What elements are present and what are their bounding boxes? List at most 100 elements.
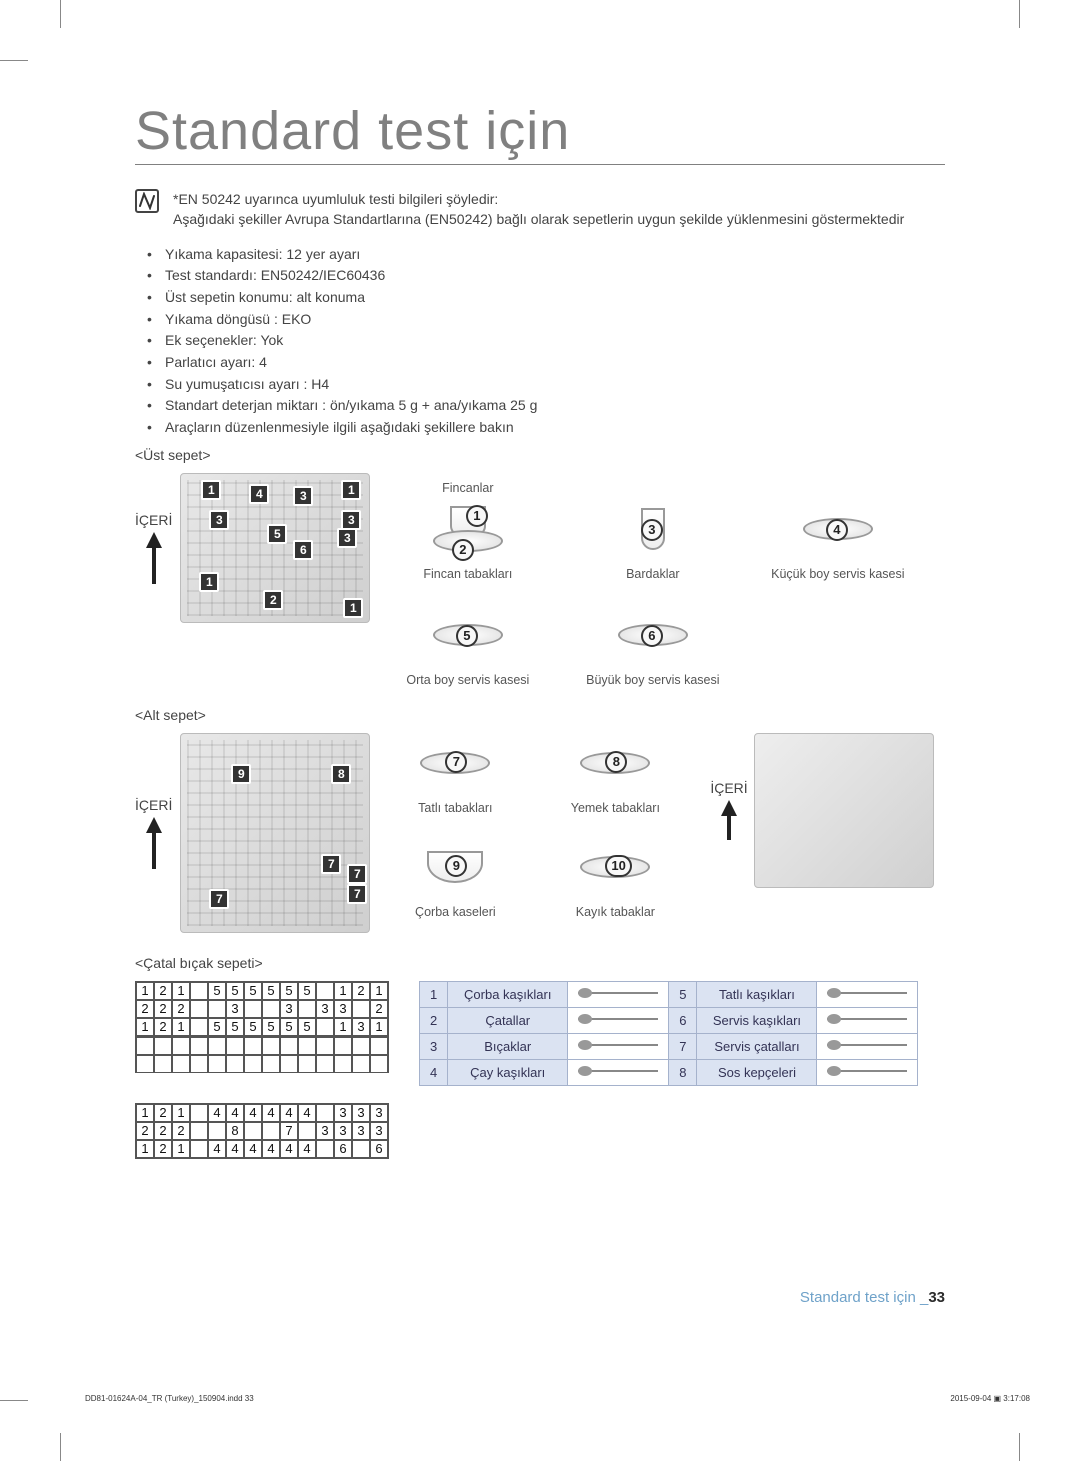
- basket-cell: 8: [226, 1122, 244, 1140]
- basket-cell: 4: [244, 1104, 262, 1122]
- basket-cell: [190, 1055, 208, 1073]
- utensil-icon: [827, 986, 907, 1000]
- rack-callout: 8: [331, 764, 351, 784]
- basket-cell: 2: [136, 1000, 154, 1018]
- rack-callout: 5: [267, 524, 287, 544]
- upper-basket-area: İÇERİ 143133536121 Fincanlar12Fincan tab…: [135, 473, 945, 687]
- legend-icon: [568, 981, 669, 1007]
- legend-icon: [568, 1059, 669, 1085]
- rack-callout: 6: [293, 540, 313, 560]
- legend-num: 6: [669, 1007, 697, 1033]
- basket-cell: 3: [370, 1104, 388, 1122]
- cutlery-grid-bot: 12144444433322287333312144444466: [135, 1103, 389, 1159]
- basket-cell: 2: [154, 1122, 172, 1140]
- basket-cell: [316, 1037, 334, 1055]
- basket-cell: 5: [226, 1018, 244, 1036]
- rack-callout: 7: [321, 854, 341, 874]
- basket-cell: [244, 1037, 262, 1055]
- basket-cell: 1: [136, 1018, 154, 1036]
- basket-cell: [190, 1104, 208, 1122]
- basket-cell: [244, 1122, 262, 1140]
- basket-cell: [136, 1055, 154, 1073]
- basket-cell: [136, 1037, 154, 1055]
- basket-cell: 3: [334, 1122, 352, 1140]
- upper-rack-diagram: 143133536121: [180, 473, 370, 623]
- basket-cell: [190, 1018, 208, 1036]
- dish-badge: 9: [445, 855, 467, 877]
- legend-icon: [817, 981, 918, 1007]
- inside-label-upper: İÇERİ: [135, 512, 172, 528]
- basket-cell: [172, 1055, 190, 1073]
- legend-num: 3: [420, 1033, 448, 1059]
- dish-item: 6Büyük boy servis kasesi: [575, 605, 730, 687]
- basket-cell: 3: [352, 1122, 370, 1140]
- dish-item: 10Kayık tabaklar: [550, 837, 680, 919]
- basket-cell: [208, 1000, 226, 1018]
- utensil-icon: [578, 986, 658, 1000]
- basket-cell: [262, 1122, 280, 1140]
- rack-callout: 1: [343, 598, 363, 618]
- basket-cell: [208, 1122, 226, 1140]
- dish-badge: 4: [826, 519, 848, 541]
- upper-items-grid: Fincanlar12Fincan tabakları3Bardaklar4Kü…: [390, 473, 915, 687]
- rack-callout: 7: [347, 864, 367, 884]
- utensil-icon: [827, 1038, 907, 1052]
- legend-num: 7: [669, 1033, 697, 1059]
- basket-cell: [172, 1037, 190, 1055]
- dish-caption: Fincan tabakları: [423, 567, 512, 581]
- page-footer: Standard test için _33: [800, 1289, 945, 1306]
- basket-cell: [280, 1037, 298, 1055]
- basket-cell: 6: [334, 1140, 352, 1158]
- basket-cell: [370, 1055, 388, 1073]
- dish-item: 4 Küçük boy servis kasesi: [760, 473, 915, 581]
- basket-cell: 2: [154, 1000, 172, 1018]
- rack-callout: 1: [201, 480, 221, 500]
- basket-cell: 4: [226, 1104, 244, 1122]
- basket-cell: 5: [208, 1018, 226, 1036]
- basket-cell: [190, 1037, 208, 1055]
- basket-cell: 2: [370, 1000, 388, 1018]
- basket-cell: [154, 1037, 172, 1055]
- basket-cell: 1: [172, 1018, 190, 1036]
- rack-callout: 7: [209, 889, 229, 909]
- basket-cell: [244, 1000, 262, 1018]
- basket-cell: 5: [280, 982, 298, 1000]
- basket-cell: [226, 1055, 244, 1073]
- basket-cell: 3: [352, 1104, 370, 1122]
- basket-cell: 4: [298, 1140, 316, 1158]
- dish-item: [760, 605, 915, 687]
- dish-caption: Orta boy servis kasesi: [406, 673, 529, 687]
- basket-cell: 5: [226, 982, 244, 1000]
- cutlery-rack-diagram: [754, 733, 934, 888]
- basket-cell: 3: [352, 1018, 370, 1036]
- utensil-icon: [578, 1038, 658, 1052]
- basket-cell: 4: [244, 1140, 262, 1158]
- legend-icon: [817, 1059, 918, 1085]
- basket-cell: 1: [172, 1140, 190, 1158]
- basket-cell: 5: [298, 982, 316, 1000]
- basket-cell: [370, 1037, 388, 1055]
- arrow-up-icon: [146, 817, 162, 833]
- basket-cell: [154, 1055, 172, 1073]
- basket-cell: 4: [226, 1140, 244, 1158]
- utensil-icon: [827, 1012, 907, 1026]
- dish-badge: 2: [452, 539, 474, 561]
- basket-cell: 2: [352, 982, 370, 1000]
- basket-cell: 4: [298, 1104, 316, 1122]
- legend-num: 5: [669, 981, 697, 1007]
- basket-cell: [316, 982, 334, 1000]
- dish-caption: Küçük boy servis kasesi: [771, 567, 904, 581]
- spec-item: Yıkama kapasitesi: 12 yer ayarı: [135, 244, 945, 266]
- legend-name: Çay kaşıkları: [448, 1059, 568, 1085]
- basket-cell: 3: [370, 1122, 388, 1140]
- cutlery-grid-top: 12155555512122233332121555555131: [135, 981, 389, 1037]
- basket-cell: [316, 1140, 334, 1158]
- legend-num: 1: [420, 981, 448, 1007]
- cutlery-grids: 12155555512122233332121555555131 1214444…: [135, 981, 389, 1159]
- basket-cell: 6: [370, 1140, 388, 1158]
- dish-badge: 5: [456, 625, 478, 647]
- basket-cell: [352, 1037, 370, 1055]
- legend-name: Çatallar: [448, 1007, 568, 1033]
- cutlery-basket-heading: <Çatal bıçak sepeti>: [135, 955, 945, 971]
- compliance-note: *EN 50242 uyarınca uyumluluk testi bilgi…: [135, 189, 945, 230]
